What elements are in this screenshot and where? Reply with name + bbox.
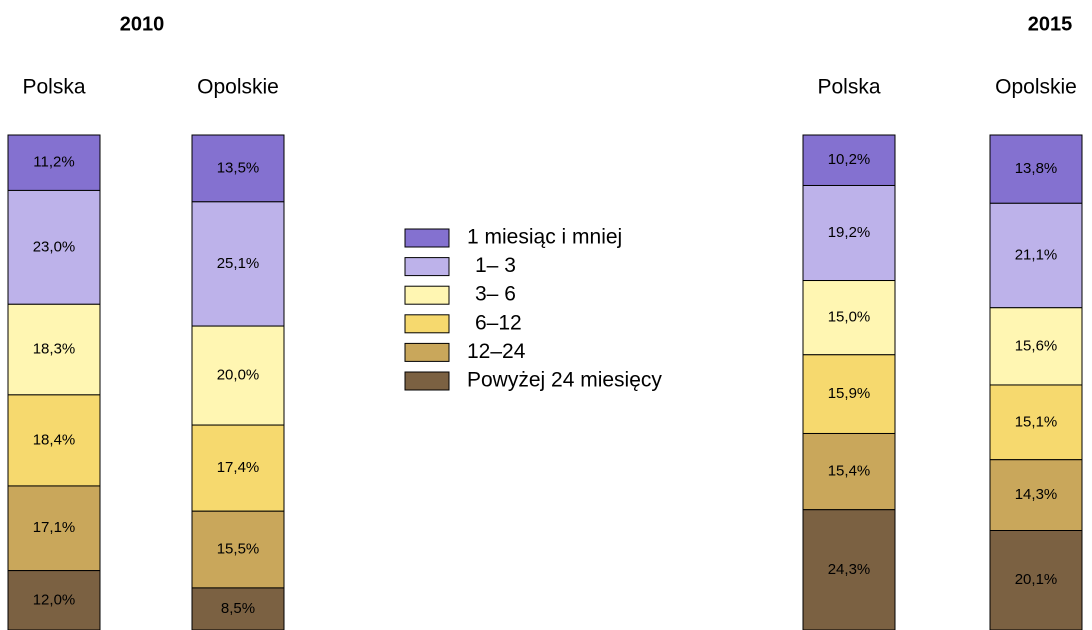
bar-segment	[802, 432, 896, 511]
value-label: 14,3%	[1015, 486, 1058, 503]
legend-swatch	[404, 257, 450, 277]
bar-segment	[7, 303, 101, 396]
category-label: Polska	[817, 76, 880, 99]
bar-segment	[7, 485, 101, 572]
legend-label: 3– 6	[475, 283, 516, 306]
value-label: 15,0%	[828, 309, 871, 326]
value-label: 20,1%	[1015, 571, 1058, 588]
legend-label: Powyżej 24 miesięcy	[467, 369, 662, 392]
value-label: 15,4%	[828, 463, 871, 480]
bar-segment	[802, 280, 896, 356]
bar-segment	[7, 394, 101, 487]
value-label: 8,5%	[221, 600, 255, 617]
value-label: 18,3%	[33, 341, 76, 358]
bar-segment	[802, 184, 896, 282]
value-label: 23,0%	[33, 238, 76, 255]
value-label: 24,3%	[828, 561, 871, 578]
bar-segment	[7, 134, 101, 191]
bar-segment	[989, 202, 1083, 309]
bar-segment	[989, 530, 1083, 630]
bar-segment	[802, 354, 896, 434]
bar-segment	[989, 307, 1083, 386]
value-label: 20,0%	[217, 367, 260, 384]
bar-segment	[191, 201, 285, 327]
value-label: 15,5%	[217, 541, 260, 558]
bar-segment	[802, 509, 896, 630]
value-label: 10,2%	[828, 151, 871, 168]
value-label: 15,6%	[1015, 337, 1058, 354]
bar-segment	[191, 424, 285, 512]
value-label: 25,1%	[217, 255, 260, 272]
bar-segment	[191, 510, 285, 589]
value-label: 21,1%	[1015, 247, 1058, 264]
group-title: 2010	[120, 13, 165, 35]
legend-swatch	[404, 285, 450, 305]
value-label: 17,1%	[33, 519, 76, 536]
legend-swatch	[404, 371, 450, 391]
value-label: 13,5%	[217, 159, 260, 176]
bar-segment	[989, 459, 1083, 532]
category-label: Opolskie	[197, 76, 279, 99]
legend-label: 12–24	[467, 340, 526, 363]
value-label: 18,4%	[33, 431, 76, 448]
legend-label: 1 miesiąc i mniej	[467, 226, 622, 249]
value-label: 12,0%	[33, 591, 76, 608]
bar-segment	[989, 134, 1083, 204]
value-label: 13,8%	[1015, 160, 1058, 177]
group-title: 2015	[1028, 13, 1073, 35]
bar-segment	[7, 189, 101, 305]
value-label: 17,4%	[217, 459, 260, 476]
value-label: 11,2%	[33, 154, 74, 171]
legend-swatch	[404, 342, 450, 362]
bar-segment	[7, 570, 101, 630]
value-label: 15,1%	[1015, 413, 1058, 430]
bar-segment	[191, 587, 285, 630]
category-label: Polska	[22, 76, 85, 99]
category-label: Opolskie	[995, 76, 1077, 99]
value-label: 15,9%	[828, 385, 871, 402]
legend-swatch	[404, 314, 450, 334]
legend-label: 1– 3	[475, 254, 516, 277]
legend-label: 6–12	[475, 311, 522, 334]
value-label: 19,2%	[828, 224, 871, 241]
legend-swatch	[404, 228, 450, 248]
